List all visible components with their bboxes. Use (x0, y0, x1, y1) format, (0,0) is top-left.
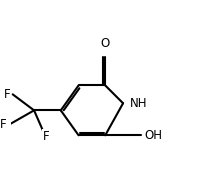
Text: F: F (0, 118, 7, 131)
Text: NH: NH (130, 97, 148, 110)
Text: OH: OH (144, 129, 162, 142)
Text: O: O (101, 37, 110, 50)
Text: F: F (3, 88, 10, 101)
Text: F: F (43, 130, 50, 143)
